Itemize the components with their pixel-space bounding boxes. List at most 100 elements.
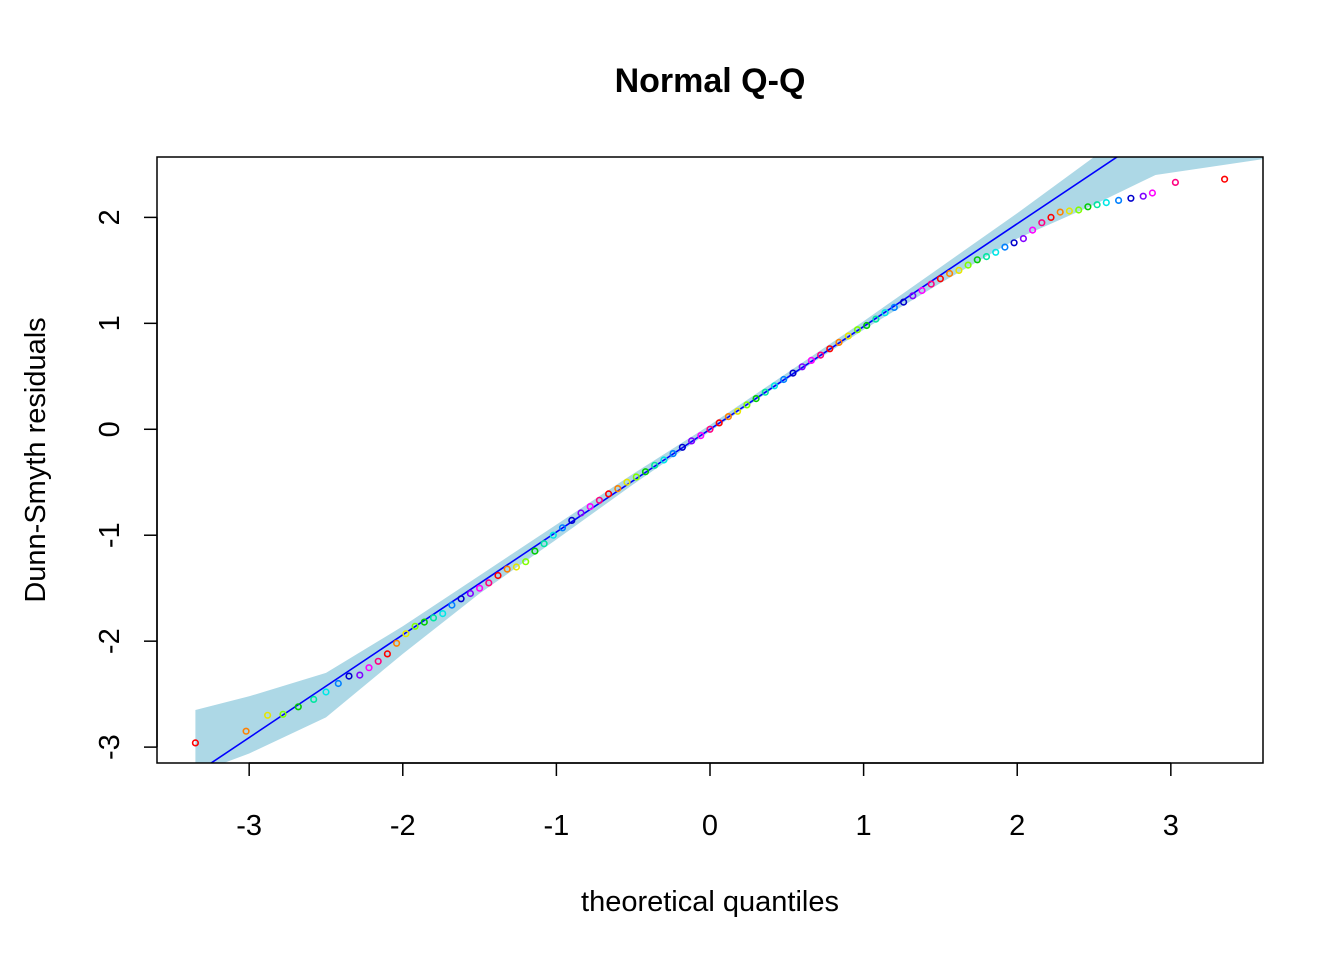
data-point	[651, 461, 659, 469]
data-point	[899, 298, 908, 306]
data-point	[669, 450, 677, 458]
data-point	[697, 432, 705, 440]
data-point	[909, 292, 917, 300]
data-point	[623, 478, 631, 486]
data-point	[420, 618, 428, 626]
data-point	[1065, 207, 1073, 215]
data-point	[558, 524, 567, 532]
data-point	[1047, 213, 1055, 221]
data-point	[334, 679, 342, 688]
data-point	[632, 473, 640, 481]
data-point	[402, 630, 410, 638]
y-tick-label: -1	[94, 522, 126, 548]
chart-title: Normal Q-Q	[615, 62, 806, 100]
data-point	[503, 565, 511, 573]
data-point	[374, 657, 382, 665]
data-point	[586, 503, 594, 511]
y-tick-label: 1	[94, 315, 126, 331]
data-point	[945, 269, 954, 278]
data-point	[1148, 189, 1156, 197]
data-point	[429, 614, 438, 622]
x-tick-label: 3	[1163, 810, 1179, 842]
data-point	[531, 547, 539, 555]
plot-frame	[156, 156, 1264, 764]
data-point	[835, 338, 843, 347]
data-point	[439, 609, 447, 618]
data-point	[761, 388, 769, 396]
data-point	[715, 419, 723, 427]
data-point	[678, 443, 687, 451]
data-point	[1139, 192, 1147, 200]
x-tick-label: 2	[1009, 810, 1025, 842]
data-point	[595, 496, 604, 504]
data-point	[466, 589, 475, 598]
data-point	[927, 280, 935, 288]
data-point	[706, 425, 714, 433]
data-point	[1038, 219, 1046, 227]
data-point	[1001, 243, 1009, 251]
data-point	[660, 456, 668, 464]
data-point	[242, 727, 250, 735]
data-point	[322, 688, 330, 696]
y-tick-label: 0	[94, 421, 126, 437]
data-point	[955, 266, 963, 275]
data-point	[1028, 226, 1037, 234]
data-point	[798, 363, 806, 371]
data-point	[964, 261, 972, 269]
data-point	[476, 584, 484, 592]
x-tick-label: 0	[702, 810, 718, 842]
data-point	[918, 286, 926, 295]
data-point	[1093, 201, 1101, 209]
data-point	[936, 275, 945, 283]
data-point	[780, 375, 788, 384]
confidence-envelope	[195, 157, 1263, 763]
data-point	[264, 711, 272, 719]
data-point	[568, 516, 576, 525]
data-point	[604, 490, 613, 498]
data-point	[816, 351, 825, 359]
data-point	[512, 563, 521, 571]
data-point	[844, 332, 852, 340]
data-point	[577, 509, 585, 517]
data-point	[743, 401, 751, 409]
data-point	[1171, 178, 1179, 186]
data-point	[540, 540, 548, 548]
data-point	[770, 382, 779, 390]
x-axis-label: theoretical quantiles	[581, 886, 839, 918]
data-point	[345, 672, 353, 680]
data-point	[549, 531, 557, 539]
data-point	[992, 248, 1000, 256]
data-point	[973, 256, 981, 264]
data-point	[448, 601, 456, 609]
data-point	[863, 321, 871, 330]
data-point	[614, 485, 622, 493]
data-point	[1102, 199, 1110, 207]
data-point	[881, 309, 889, 317]
data-point	[890, 303, 898, 312]
data-point	[494, 571, 502, 580]
data-point	[310, 695, 318, 704]
data-point	[826, 345, 834, 353]
data-point	[1019, 235, 1028, 243]
x-tick-label: 1	[856, 810, 872, 842]
y-tick-label: -2	[94, 628, 126, 654]
data-point	[1075, 206, 1083, 214]
x-tick-label: -1	[543, 810, 569, 842]
data-point	[393, 639, 401, 647]
data-point	[733, 407, 742, 415]
data-point	[294, 703, 302, 711]
data-point	[485, 579, 493, 587]
y-tick-label: 2	[94, 209, 126, 225]
data-point	[356, 671, 364, 679]
data-point	[1220, 175, 1229, 183]
data-point	[872, 315, 880, 323]
data-point	[1056, 208, 1064, 216]
data-point	[411, 622, 419, 630]
y-tick-label: -3	[94, 734, 126, 760]
data-point	[365, 664, 373, 672]
x-tick-label: -3	[236, 810, 262, 842]
data-point	[1010, 239, 1018, 247]
data-point	[1127, 194, 1135, 202]
data-point	[191, 739, 199, 747]
